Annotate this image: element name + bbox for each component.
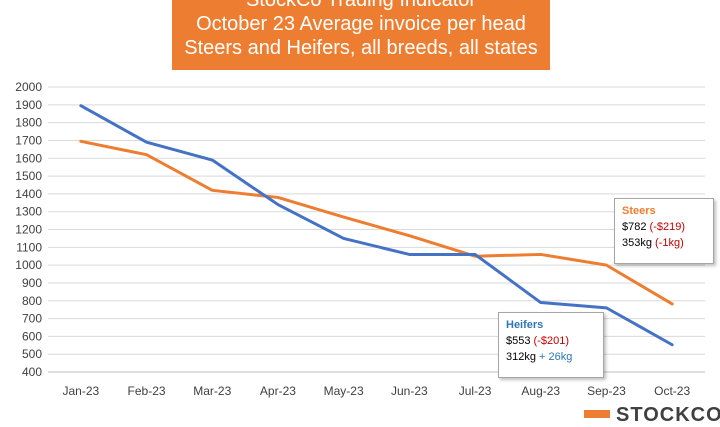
heifers-weight-change: + 26kg xyxy=(539,351,573,363)
grid-lines xyxy=(48,86,705,373)
steers-callout-label: Steers xyxy=(622,205,656,217)
heifers-callout-label: Heifers xyxy=(506,319,544,331)
heifers-weight: 312kg xyxy=(506,351,536,363)
y-tick-label: 1000 xyxy=(15,258,42,272)
heifers-price-change: (-$201) xyxy=(533,335,570,347)
y-tick-label: 1700 xyxy=(15,133,42,147)
x-tick-label: Apr-23 xyxy=(260,384,296,398)
series-line-steers xyxy=(79,139,674,306)
y-axis-ticks: 400 500 600 700 800 900 1000 1100 1200 1300 1400 15… xyxy=(15,80,42,379)
y-tick-label: 1300 xyxy=(15,205,42,219)
title-line-2: October 23 Average invoice per head xyxy=(196,13,526,35)
logo-text: STOCKCO xyxy=(616,404,720,426)
x-tick-label: Mar-23 xyxy=(193,384,231,398)
heifers-weight-row: 312kg + 26kg xyxy=(506,349,596,365)
steers-callout: Steers $782 (-$219) 353kg (-1kg) xyxy=(614,198,714,264)
line-chart: 400 500 600 700 800 900 1000 1100 1200 1300 1400 15… xyxy=(15,80,705,398)
x-tick-label: Feb-23 xyxy=(128,384,166,398)
chart-title: StockCo Trading Indicator October 23 Ave… xyxy=(172,0,550,70)
heifers-price: $553 xyxy=(506,335,531,347)
x-tick-label: Sep-23 xyxy=(587,384,626,398)
y-tick-label: 700 xyxy=(22,312,42,326)
heifers-price-row: $553 (-$201) xyxy=(506,333,596,349)
y-tick-label: 1500 xyxy=(15,169,42,183)
steers-price: $782 xyxy=(622,221,647,233)
series-line-heifers xyxy=(79,104,674,347)
y-tick-label: 1900 xyxy=(15,98,42,112)
y-tick-label: 1600 xyxy=(15,151,42,165)
steers-weight: 353kg xyxy=(622,237,652,249)
x-tick-label: Oct-23 xyxy=(654,384,690,398)
y-tick-label: 600 xyxy=(22,329,42,343)
y-tick-label: 800 xyxy=(22,294,42,308)
x-axis-ticks: Jan-23 Feb-23 Mar-23 Apr-23 May-23 Jun-23 Jul-… xyxy=(62,384,690,398)
x-tick-label: Jul-23 xyxy=(459,384,492,398)
y-tick-label: 400 xyxy=(22,365,42,379)
heifers-callout: Heifers $553 (-$201) 312kg + 26kg xyxy=(498,312,604,378)
y-tick-label: 1400 xyxy=(15,187,42,201)
steers-price-row: $782 (-$219) xyxy=(622,219,706,235)
y-tick-label: 500 xyxy=(22,347,42,361)
y-tick-label: 2000 xyxy=(15,80,42,94)
x-tick-label: Jan-23 xyxy=(62,384,99,398)
title-line-3: Steers and Heifers, all breeds, all stat… xyxy=(184,37,538,59)
y-tick-label: 1100 xyxy=(16,240,42,254)
title-line-1: StockCo Trading Indicator xyxy=(245,0,477,11)
x-tick-label: May-23 xyxy=(324,384,364,398)
x-tick-label: Jun-23 xyxy=(391,384,428,398)
y-tick-label: 900 xyxy=(22,276,42,290)
x-tick-label: Aug-23 xyxy=(521,384,560,398)
steers-price-change: (-$219) xyxy=(649,221,686,233)
steers-weight-change: (-1kg) xyxy=(655,237,684,249)
steers-weight-row: 353kg (-1kg) xyxy=(622,235,706,251)
y-tick-label: 1800 xyxy=(15,116,42,130)
series-lines xyxy=(79,104,674,347)
y-tick-label: 1200 xyxy=(15,223,42,237)
logo-mark xyxy=(584,410,610,418)
